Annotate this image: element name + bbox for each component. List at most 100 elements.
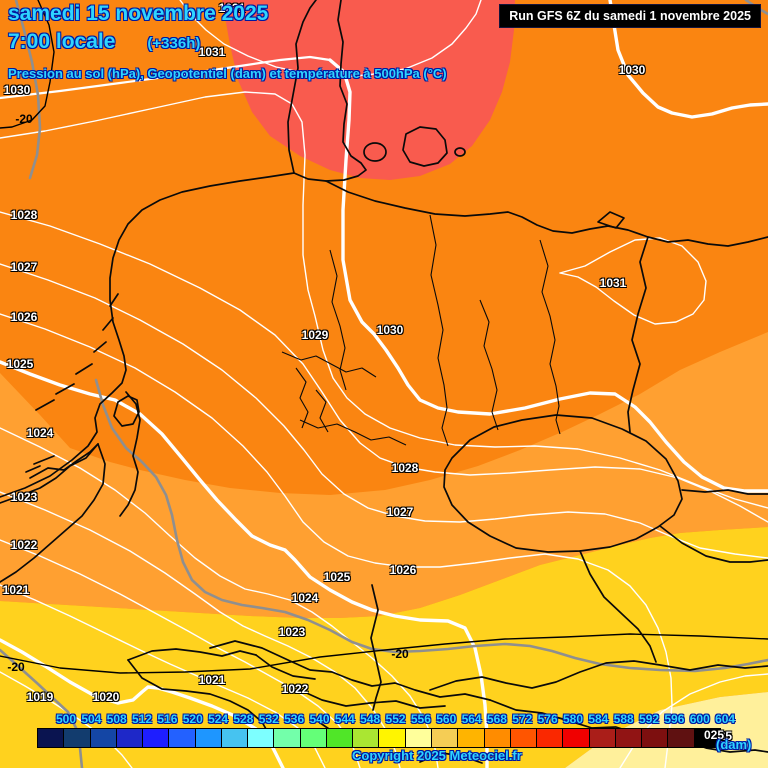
pressure-label: 1027 (386, 505, 414, 519)
legend-value: 520 (182, 712, 203, 726)
forecast-offset: (+336h) (147, 35, 201, 52)
pressure-label: 1022 (10, 538, 38, 552)
legend-value: 544 (334, 712, 355, 726)
legend-color-box (274, 729, 301, 747)
legend-value: 556 (410, 712, 431, 726)
temperature-label: -20 (7, 660, 25, 674)
legend-color-box (615, 729, 643, 747)
legend-color-box (116, 729, 144, 747)
pressure-label: 1026 (10, 310, 38, 324)
legend-value: 536 (284, 712, 305, 726)
pressure-label: 1030 (376, 323, 404, 337)
legend-value: 596 (664, 712, 685, 726)
temperature-label: -20 (391, 647, 409, 661)
partial-pressure-label: 025 (704, 728, 725, 742)
legend-value: 532 (258, 712, 279, 726)
legend-value: 512 (132, 712, 153, 726)
map-subtitle: Pression au sol (hPa), Geopotentiel (dam… (8, 66, 447, 81)
legend-value: 528 (233, 712, 254, 726)
legend-color-box (221, 729, 249, 747)
legend-value: 508 (106, 712, 127, 726)
pressure-label: 1022 (281, 682, 309, 696)
legend-value: 504 (81, 712, 102, 726)
legend-color-box (379, 729, 406, 747)
pressure-label: 1031 (218, 1, 246, 15)
pressure-label: 1024 (291, 591, 319, 605)
pressure-label: 1021 (2, 583, 30, 597)
model-run-info: Run GFS 6Z du samedi 1 novembre 2025 (499, 4, 761, 28)
pressure-label: 1031 (599, 276, 627, 290)
legend-color-box (537, 729, 564, 747)
zone-yellow (0, 527, 768, 768)
legend-color-box (642, 729, 669, 747)
legend-value: 568 (486, 712, 507, 726)
legend-value: 560 (436, 712, 457, 726)
legend-color-box (589, 729, 616, 747)
pressure-label: 1025 (323, 570, 351, 584)
legend-value: 500 (55, 712, 77, 726)
valid-time: 7:00 locale (8, 30, 116, 53)
valid-date: samedi 15 novembre 2025 (8, 2, 269, 25)
legend-color-box (353, 729, 380, 747)
legend-value: 548 (360, 712, 381, 726)
legend-value: 516 (157, 712, 178, 726)
pressure-label: 1020 (92, 690, 120, 704)
legend-value: 592 (639, 712, 660, 726)
legend-color-box (668, 729, 695, 747)
title-block: samedi 15 novembre 2025 7:00 locale (+33… (8, 3, 268, 52)
legend-color-box (300, 729, 327, 747)
legend-color-box (458, 729, 485, 747)
legend-color-box (169, 729, 196, 747)
legend-value: 584 (588, 712, 609, 726)
pressure-label: 1028 (391, 461, 419, 475)
pressure-label: 1025 (6, 357, 34, 371)
legend-color-box (64, 729, 91, 747)
pressure-label: 1029 (301, 328, 329, 342)
legend-value: 604 (715, 712, 736, 726)
pressure-label: 1026 (389, 563, 417, 577)
legend-color-bar (37, 728, 721, 748)
temperature-label: -20 (15, 112, 33, 126)
legend-value: 540 (309, 712, 330, 726)
pressure-label: 1031 (198, 45, 226, 59)
legend-value: 572 (512, 712, 533, 726)
legend-unit: (dam) (716, 737, 752, 752)
region-border-lines (281, 214, 561, 447)
legend-color-box (38, 729, 65, 747)
legend-value: 524 (208, 712, 229, 726)
legend-value: 580 (562, 712, 584, 726)
pressure-label: 1027 (10, 260, 38, 274)
legend-color-box (90, 729, 117, 747)
legend-value: 576 (537, 712, 558, 726)
legend-color-box (326, 729, 354, 747)
pressure-label: 1030 (3, 83, 31, 97)
legend-value: 564 (461, 712, 482, 726)
pressure-label: 1024 (26, 426, 54, 440)
legend-value: 600 (689, 712, 710, 726)
legend-color-box (248, 729, 275, 747)
legend-color-box (195, 729, 222, 747)
legend-color-box (405, 729, 432, 747)
legend-color-box (510, 729, 538, 747)
legend-color-box (484, 729, 511, 747)
pressure-label: 1023 (278, 625, 306, 639)
legend-value: 588 (613, 712, 634, 726)
zone-orange-light (0, 332, 768, 618)
pressure-label: 1023 (10, 490, 38, 504)
copyright-text: Copyright 2025 Meteociel.fr (352, 748, 522, 763)
pressure-label: 1021 (198, 673, 226, 687)
legend-value: 552 (385, 712, 406, 726)
pressure-label: 1030 (618, 63, 646, 77)
temperature-contour-lines (0, 0, 768, 674)
legend-scale-values: 500 504 508 512 516 520 524 528 532 536 540 544 548 5… (0, 712, 768, 726)
legend-color-box (694, 729, 720, 747)
legend-color-box (563, 729, 590, 747)
pressure-label: 1028 (10, 208, 38, 222)
legend-color-box (431, 729, 459, 747)
pressure-label: 1019 (26, 690, 54, 704)
